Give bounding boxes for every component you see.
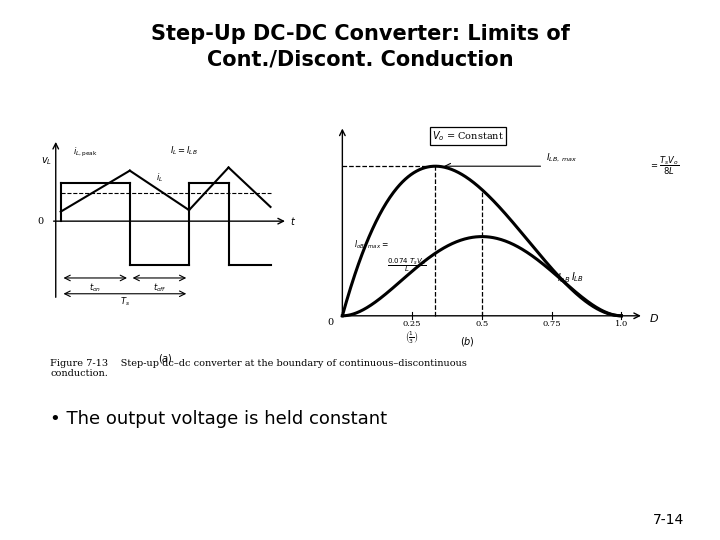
Text: 0: 0 bbox=[328, 318, 334, 327]
Text: $(b)$: $(b)$ bbox=[461, 335, 475, 348]
Text: $I_{oB}$: $I_{oB}$ bbox=[557, 271, 570, 285]
Text: $t$: $t$ bbox=[290, 215, 297, 227]
Text: $v_L$: $v_L$ bbox=[41, 156, 52, 167]
Text: 1.0: 1.0 bbox=[615, 320, 628, 328]
Text: 7-14: 7-14 bbox=[653, 512, 684, 526]
Text: $D$: $D$ bbox=[649, 312, 660, 323]
Text: 0.5: 0.5 bbox=[475, 320, 489, 328]
Text: $I_{LB}$: $I_{LB}$ bbox=[571, 270, 584, 284]
Text: $V_o$ = Constant: $V_o$ = Constant bbox=[432, 129, 504, 143]
Text: • The output voltage is held constant: • The output voltage is held constant bbox=[50, 410, 387, 428]
Text: $t_{off}$: $t_{off}$ bbox=[153, 281, 166, 294]
Text: 0.75: 0.75 bbox=[542, 320, 561, 328]
Text: Step-Up DC-DC Converter: Limits of
Cont./Discont. Conduction: Step-Up DC-DC Converter: Limits of Cont.… bbox=[150, 24, 570, 70]
Text: $\left(\frac{1}{3}\right)$: $\left(\frac{1}{3}\right)$ bbox=[405, 330, 419, 346]
Text: $I_{LB,\ max}$: $I_{LB,\ max}$ bbox=[546, 152, 577, 165]
Text: $I_L = I_{LB}$: $I_L = I_{LB}$ bbox=[170, 144, 198, 157]
Text: $I_{oB,\ max}=$: $I_{oB,\ max}=$ bbox=[354, 239, 388, 252]
Text: $= \dfrac{T_s V_o}{8L}$: $= \dfrac{T_s V_o}{8L}$ bbox=[649, 155, 680, 177]
Text: 0.25: 0.25 bbox=[403, 320, 421, 328]
Text: Figure 7-13    Step-up dc–dc converter at the boundary of continuous–discontinuo: Figure 7-13 Step-up dc–dc converter at t… bbox=[50, 359, 467, 379]
Text: $i_L$: $i_L$ bbox=[156, 171, 163, 184]
Text: $t_{on}$: $t_{on}$ bbox=[89, 281, 102, 294]
Text: $T_s$: $T_s$ bbox=[120, 296, 130, 308]
Text: $\dfrac{0.074\ T_s V_o}{L}$: $\dfrac{0.074\ T_s V_o}{L}$ bbox=[387, 256, 426, 274]
Text: 0: 0 bbox=[37, 217, 43, 226]
Text: $i_{L,\mathrm{peak}}$: $i_{L,\mathrm{peak}}$ bbox=[73, 146, 98, 159]
Text: $(a)$: $(a)$ bbox=[158, 352, 173, 365]
